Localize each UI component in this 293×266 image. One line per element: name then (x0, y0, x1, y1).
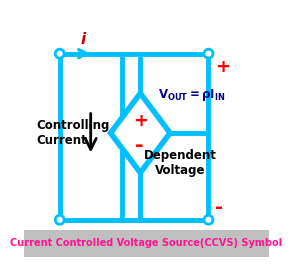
Circle shape (205, 217, 212, 223)
Text: $\mathbf{V_{OUT} = \rho I_{IN}}$: $\mathbf{V_{OUT} = \rho I_{IN}}$ (158, 86, 225, 103)
Circle shape (57, 217, 63, 223)
Text: -: - (215, 198, 223, 217)
Circle shape (204, 49, 213, 58)
Text: Controlling
Current: Controlling Current (36, 119, 110, 147)
Text: Current Controlled Voltage Source(CCVS) Symbol: Current Controlled Voltage Source(CCVS) … (11, 238, 282, 248)
FancyBboxPatch shape (24, 230, 269, 257)
Circle shape (55, 49, 64, 58)
Text: +: + (133, 112, 148, 130)
Circle shape (205, 51, 212, 57)
Circle shape (55, 215, 64, 224)
Text: i: i (81, 32, 86, 47)
Text: +: + (215, 58, 230, 76)
Circle shape (204, 215, 213, 224)
Text: Dependent
Voltage: Dependent Voltage (144, 149, 217, 177)
Circle shape (57, 51, 63, 57)
Text: -: - (135, 136, 143, 156)
Polygon shape (110, 93, 170, 173)
